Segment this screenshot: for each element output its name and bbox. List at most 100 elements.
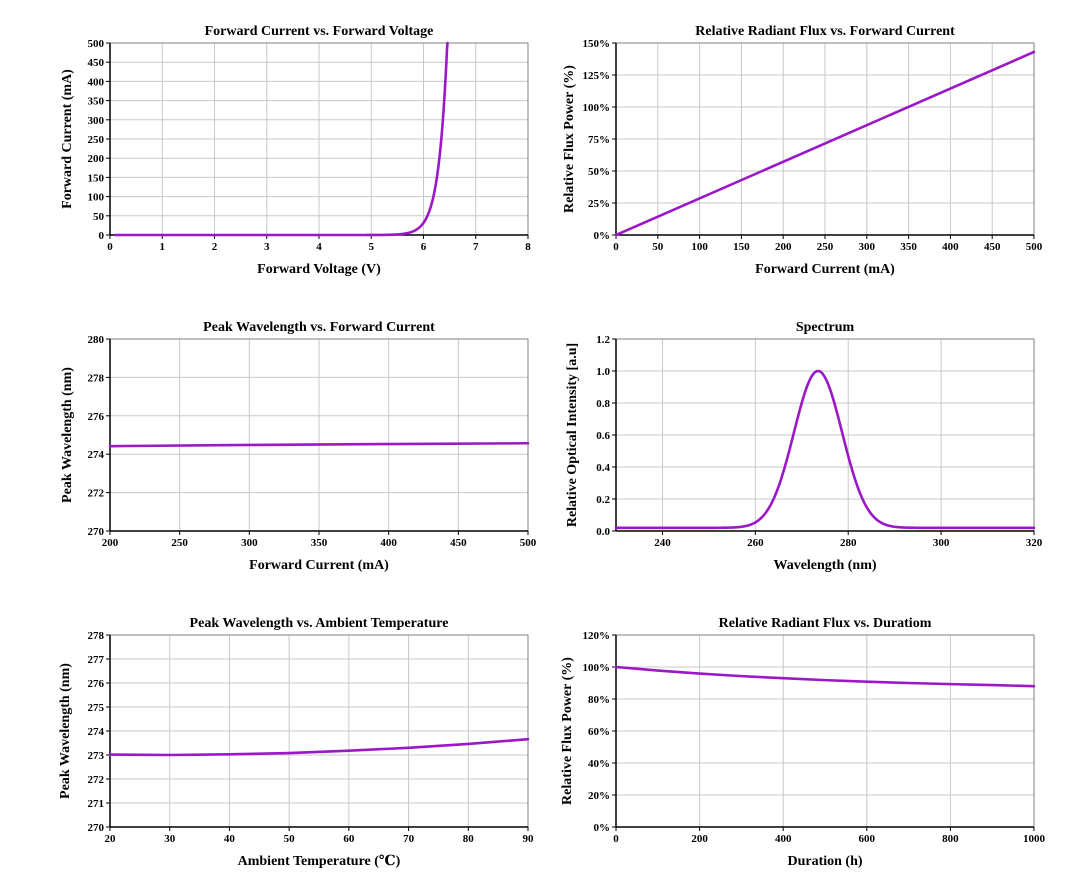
- y-tick-label: 200: [88, 153, 105, 165]
- y-tick-label: 278: [88, 372, 105, 384]
- y-tick-label: 75%: [588, 134, 610, 146]
- chart-panel-5: Peak Wavelength vs. Ambient Temperature 2…: [58, 616, 534, 869]
- chart-title: Spectrum: [796, 320, 855, 335]
- x-tick-label: 0: [613, 833, 619, 845]
- x-tick-label: 100: [691, 241, 708, 253]
- y-tick-label: 250: [88, 134, 105, 146]
- x-tick-label: 400: [775, 833, 792, 845]
- y-tick-label: 1.2: [596, 334, 610, 346]
- x-axis-label: Forward Voltage (V): [257, 262, 381, 277]
- x-tick-label: 150: [733, 241, 750, 253]
- y-tick-label: 0.6: [596, 430, 610, 442]
- y-tick-label: 0%: [594, 822, 611, 834]
- x-tick-label: 200: [691, 833, 708, 845]
- y-tick-label: 60%: [588, 726, 610, 738]
- y-tick-label: 450: [88, 57, 105, 69]
- y-tick-label: 80%: [588, 694, 610, 706]
- y-tick-label: 400: [88, 76, 105, 88]
- x-tick-label: 3: [264, 241, 270, 253]
- x-tick-label: 8: [525, 241, 531, 253]
- x-tick-label: 20: [105, 833, 117, 845]
- y-tick-label: 350: [88, 96, 105, 108]
- x-tick-label: 40: [224, 833, 236, 845]
- series-line: [108, 737, 530, 757]
- y-tick-label: 272: [88, 488, 105, 500]
- chart-panel-1: Forward Current vs. Forward Voltage 0 1 2 3 4…: [60, 24, 531, 277]
- y-tick-label: 100%: [583, 102, 611, 114]
- chart-title: Peak Wavelength vs. Ambient Temperature: [190, 616, 449, 631]
- x-tick-label: 240: [654, 537, 671, 549]
- chart-panel-6: Relative Radiant Flux vs. Duratiom 0 200 40…: [560, 616, 1046, 869]
- y-tick-label: 150: [88, 172, 105, 184]
- x-tick-label: 800: [942, 833, 959, 845]
- x-tick-label: 80: [463, 833, 475, 845]
- y-tick-label: 50%: [588, 166, 610, 178]
- y-tick-label: 274: [88, 449, 105, 461]
- x-tick-label: 500: [1026, 241, 1043, 253]
- x-tick-label: 200: [102, 537, 119, 549]
- series-line: [614, 50, 1036, 237]
- x-tick-label: 260: [747, 537, 764, 549]
- y-tick-label: 25%: [588, 198, 610, 210]
- x-tick-label: 200: [775, 241, 792, 253]
- x-tick-label: 60: [343, 833, 355, 845]
- x-tick-label: 350: [311, 537, 328, 549]
- y-tick-label: 0: [99, 230, 105, 242]
- x-tick-label: 0: [107, 241, 113, 253]
- y-tick-label: 277: [88, 654, 105, 666]
- y-axis-label: Relative Flux Power (%): [560, 657, 575, 805]
- chart-title: Forward Current vs. Forward Voltage: [205, 24, 434, 39]
- y-axis-label: Forward Current (mA): [60, 69, 75, 209]
- x-tick-label: 400: [380, 537, 397, 549]
- x-tick-label: 4: [316, 241, 322, 253]
- y-tick-label: 270: [88, 822, 105, 834]
- y-tick-label: 278: [88, 630, 105, 642]
- y-tick-label: 0.4: [596, 462, 610, 474]
- chart-panel-2: Relative Radiant Flux vs. Forward Curren…: [562, 24, 1043, 277]
- chart-title: Relative Radiant Flux vs. Forward Curren…: [695, 24, 955, 39]
- y-tick-label: 270: [88, 526, 105, 538]
- chart-panel-3: Peak Wavelength vs. Forward Current 200 25…: [60, 320, 537, 573]
- y-tick-label: 271: [88, 798, 105, 810]
- x-tick-label: 1000: [1023, 833, 1046, 845]
- x-tick-label: 0: [613, 241, 619, 253]
- chart-panel-4: Spectrum 240 260 280 300 320 0.0 0.2 0.4 0.6 0.8 1.…: [565, 320, 1043, 573]
- x-tick-label: 450: [450, 537, 467, 549]
- x-tick-label: 1: [160, 241, 166, 253]
- x-tick-label: 500: [520, 537, 537, 549]
- y-axis-label: Relative Flux Power (%): [562, 65, 577, 213]
- x-tick-label: 70: [403, 833, 415, 845]
- y-tick-label: 150%: [583, 38, 611, 50]
- y-tick-label: 273: [88, 750, 105, 762]
- x-axis-label: Forward Current (mA): [249, 558, 389, 573]
- x-axis-label: Duration (h): [787, 854, 862, 869]
- x-tick-label: 300: [859, 241, 876, 253]
- x-tick-label: 2: [212, 241, 218, 253]
- series-line: [614, 665, 1036, 688]
- y-tick-label: 1.0: [596, 366, 610, 378]
- x-tick-label: 6: [421, 241, 427, 253]
- y-axis-label: Relative Optical Intensity [a.u]: [565, 343, 580, 527]
- y-tick-label: 120%: [583, 630, 611, 642]
- y-tick-label: 0%: [594, 230, 611, 242]
- x-tick-label: 300: [933, 537, 950, 549]
- y-tick-label: 20%: [588, 790, 610, 802]
- y-tick-label: 300: [88, 115, 105, 127]
- y-tick-label: 0.8: [596, 398, 610, 410]
- x-axis-label: Ambient Temperature (℃): [238, 854, 401, 869]
- x-tick-label: 30: [164, 833, 176, 845]
- chart-title: Relative Radiant Flux vs. Duratiom: [719, 616, 932, 631]
- y-tick-label: 40%: [588, 758, 610, 770]
- x-tick-label: 600: [859, 833, 876, 845]
- y-tick-label: 0.2: [596, 494, 610, 506]
- y-axis-label: Peak Wavelength (nm): [58, 663, 73, 799]
- y-tick-label: 500: [88, 38, 105, 50]
- x-tick-label: 350: [900, 241, 917, 253]
- y-tick-label: 280: [88, 334, 105, 346]
- y-tick-label: 272: [88, 774, 105, 786]
- x-tick-label: 5: [369, 241, 375, 253]
- y-tick-label: 100%: [583, 662, 611, 674]
- y-tick-label: 0.0: [596, 526, 610, 538]
- y-axis-label: Peak Wavelength (nm): [60, 367, 75, 503]
- y-tick-label: 100: [88, 192, 105, 204]
